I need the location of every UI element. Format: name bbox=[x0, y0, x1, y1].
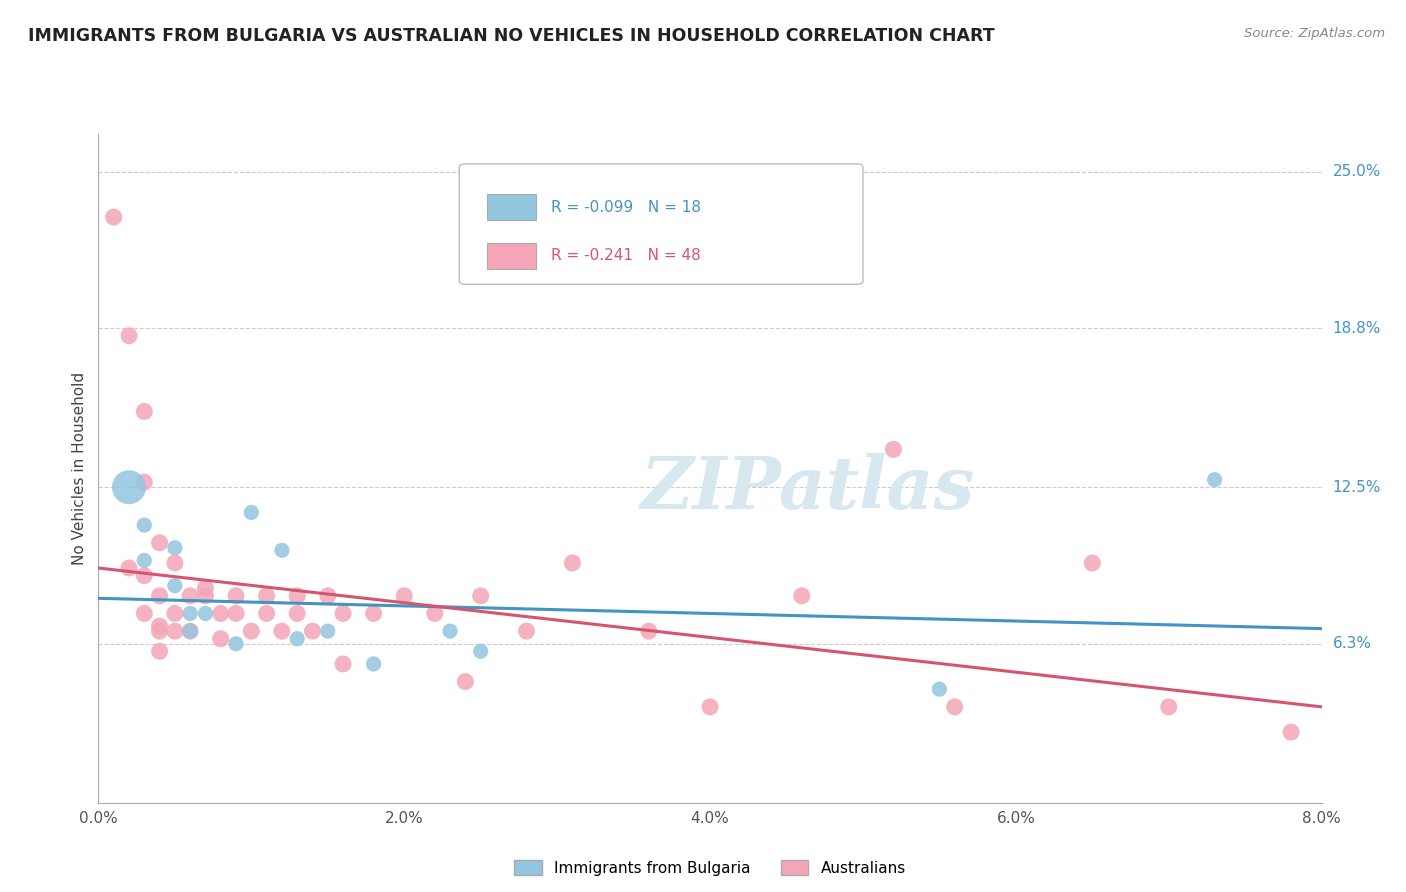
Point bbox=[209, 607, 232, 621]
Point bbox=[883, 442, 905, 457]
Point bbox=[149, 589, 172, 603]
Point bbox=[392, 589, 416, 603]
Point bbox=[256, 589, 278, 603]
Point bbox=[179, 589, 201, 603]
Point bbox=[134, 518, 156, 533]
Bar bbox=[488, 194, 536, 220]
Point bbox=[225, 589, 247, 603]
Point bbox=[103, 210, 125, 224]
Point bbox=[332, 607, 354, 621]
Point bbox=[943, 699, 966, 714]
Point bbox=[1157, 699, 1180, 714]
Point bbox=[118, 328, 141, 343]
Text: Source: ZipAtlas.com: Source: ZipAtlas.com bbox=[1244, 27, 1385, 40]
Point bbox=[134, 404, 156, 418]
Point bbox=[134, 553, 156, 567]
Point bbox=[423, 607, 446, 621]
Point bbox=[928, 682, 950, 697]
Point bbox=[194, 581, 217, 595]
Point bbox=[316, 624, 339, 639]
Point bbox=[163, 556, 186, 570]
Point bbox=[179, 624, 201, 639]
Point bbox=[163, 624, 186, 639]
Point bbox=[1204, 473, 1226, 487]
Point bbox=[179, 624, 201, 639]
Point bbox=[470, 644, 492, 658]
Point bbox=[194, 607, 217, 621]
Point bbox=[699, 699, 721, 714]
Point bbox=[285, 607, 308, 621]
Text: R = -0.099   N = 18: R = -0.099 N = 18 bbox=[551, 200, 702, 215]
FancyBboxPatch shape bbox=[460, 164, 863, 285]
Point bbox=[163, 541, 186, 555]
Point bbox=[470, 589, 492, 603]
Point bbox=[270, 543, 294, 558]
Point bbox=[332, 657, 354, 671]
Point bbox=[134, 568, 156, 582]
Point bbox=[118, 480, 141, 494]
Point bbox=[179, 607, 201, 621]
Point bbox=[225, 637, 247, 651]
Point bbox=[225, 607, 247, 621]
Point bbox=[301, 624, 323, 639]
Legend: Immigrants from Bulgaria, Australians: Immigrants from Bulgaria, Australians bbox=[508, 855, 912, 882]
Point bbox=[790, 589, 813, 603]
Text: 18.8%: 18.8% bbox=[1333, 321, 1381, 335]
Point bbox=[285, 589, 308, 603]
Point bbox=[256, 607, 278, 621]
Point bbox=[240, 624, 263, 639]
Point bbox=[149, 619, 172, 633]
Point bbox=[439, 624, 461, 639]
Bar bbox=[488, 243, 536, 269]
Text: 12.5%: 12.5% bbox=[1333, 480, 1381, 495]
Text: 6.3%: 6.3% bbox=[1333, 636, 1372, 651]
Point bbox=[516, 624, 538, 639]
Text: ZIPatlas: ZIPatlas bbox=[641, 453, 974, 524]
Text: R = -0.241   N = 48: R = -0.241 N = 48 bbox=[551, 249, 700, 263]
Point bbox=[363, 657, 385, 671]
Point bbox=[209, 632, 232, 646]
Point bbox=[134, 607, 156, 621]
Point bbox=[149, 624, 172, 639]
Point bbox=[149, 535, 172, 549]
Point bbox=[363, 607, 385, 621]
Text: IMMIGRANTS FROM BULGARIA VS AUSTRALIAN NO VEHICLES IN HOUSEHOLD CORRELATION CHAR: IMMIGRANTS FROM BULGARIA VS AUSTRALIAN N… bbox=[28, 27, 995, 45]
Point bbox=[1081, 556, 1104, 570]
Point bbox=[1279, 725, 1302, 739]
Point bbox=[118, 561, 141, 575]
Point bbox=[270, 624, 294, 639]
Point bbox=[163, 607, 186, 621]
Point bbox=[163, 579, 186, 593]
Point bbox=[149, 644, 172, 658]
Text: 25.0%: 25.0% bbox=[1333, 164, 1381, 179]
Point bbox=[316, 589, 339, 603]
Point bbox=[240, 506, 263, 520]
Point bbox=[194, 589, 217, 603]
Point bbox=[134, 475, 156, 490]
Point bbox=[454, 674, 477, 689]
Point bbox=[637, 624, 661, 639]
Y-axis label: No Vehicles in Household: No Vehicles in Household bbox=[72, 372, 87, 565]
Point bbox=[285, 632, 308, 646]
Point bbox=[561, 556, 583, 570]
